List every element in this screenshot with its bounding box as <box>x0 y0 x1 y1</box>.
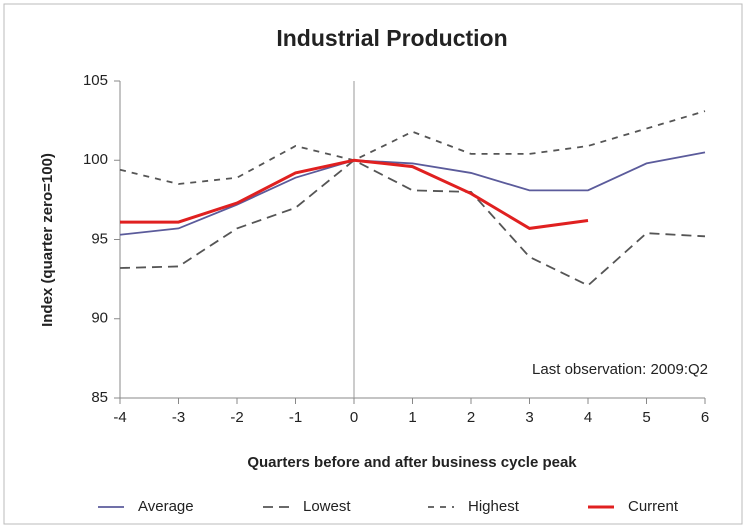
x-tick-label: 1 <box>408 409 416 426</box>
x-tick-label: -2 <box>230 409 243 426</box>
series-line <box>119 110 706 185</box>
x-tick-label: -1 <box>289 409 302 426</box>
x-tick-label: -4 <box>113 409 126 426</box>
chart-frame <box>3 3 743 525</box>
y-tick-label: 85 <box>91 389 108 406</box>
x-tick-label: 2 <box>467 409 475 426</box>
y-tick-label: 100 <box>83 151 108 168</box>
y-axis-title: Index (quarter zero=100) <box>39 153 56 327</box>
legend-label: Average <box>138 498 194 515</box>
x-tick-label: 4 <box>584 409 592 426</box>
legend-label: Highest <box>468 498 520 515</box>
x-tick-label: 3 <box>525 409 533 426</box>
legend-label: Current <box>628 498 679 515</box>
x-tick-label: 5 <box>642 409 650 426</box>
series-line <box>119 159 706 287</box>
y-tick-label: 95 <box>91 230 108 247</box>
x-axis-title: Quarters before and after business cycle… <box>247 454 577 471</box>
series-line <box>120 158 589 230</box>
chart-title: Industrial Production <box>276 25 507 51</box>
series-line <box>119 151 706 236</box>
x-tick-label: 0 <box>350 409 358 426</box>
y-tick-label: 90 <box>91 310 108 327</box>
y-tick-label: 105 <box>83 72 108 89</box>
legend-label: Lowest <box>303 498 351 515</box>
x-tick-label: 6 <box>701 409 709 426</box>
x-tick-label: -3 <box>172 409 185 426</box>
annotation: Last observation: 2009:Q2 <box>532 361 708 378</box>
